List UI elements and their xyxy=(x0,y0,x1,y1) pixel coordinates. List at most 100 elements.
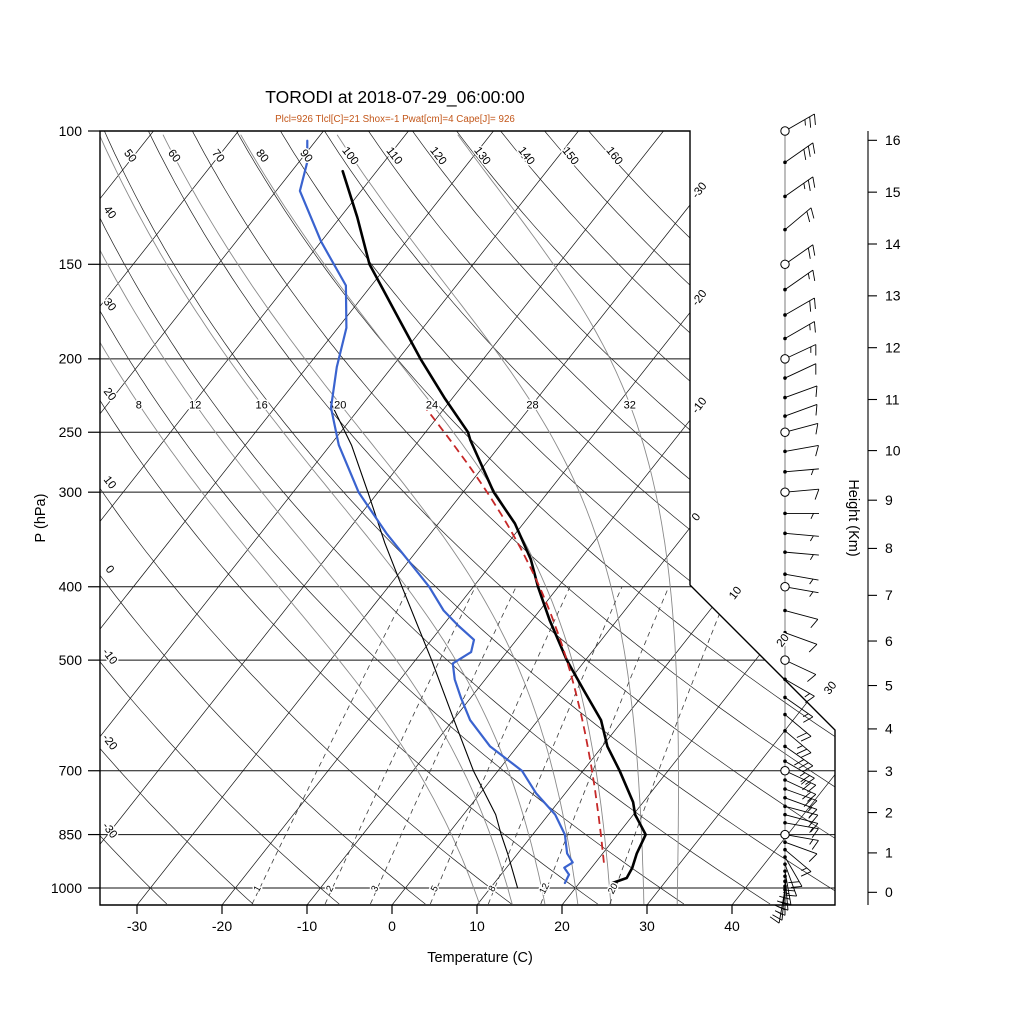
moist-adiabat-label: 16 xyxy=(256,399,268,411)
temperature-tick-label: 10 xyxy=(469,918,485,934)
wind-barb xyxy=(784,321,816,339)
dry-adiabat-label: 10 xyxy=(101,474,118,491)
wind-barb xyxy=(784,632,818,653)
mandatory-level-marker xyxy=(780,487,790,497)
height-tick-label: 3 xyxy=(885,763,893,779)
level-marker xyxy=(783,847,787,852)
chart-title: TORODI at 2018-07-29_06:00:00 xyxy=(265,87,525,108)
isotherm-label: 30 xyxy=(822,680,839,697)
wind-barb xyxy=(784,659,817,682)
pressure-tick-label: 400 xyxy=(59,579,83,595)
temperature-tick-label: 40 xyxy=(724,918,740,934)
moist-adiabat-label: 32 xyxy=(624,399,636,411)
moist-adiabat-label: 20 xyxy=(334,399,346,411)
level-marker xyxy=(783,712,787,717)
mandatory-level-marker xyxy=(780,354,790,364)
mixing-ratio-label: 5 xyxy=(429,884,441,894)
wind-barb xyxy=(784,760,815,785)
level-marker xyxy=(783,744,787,749)
temperature-tick-label: -10 xyxy=(297,918,317,934)
level-marker xyxy=(783,550,787,554)
wind-barb xyxy=(784,142,816,163)
wind-barb xyxy=(784,841,818,862)
level-marker xyxy=(783,869,787,873)
dry-adiabat-label: -10 xyxy=(100,646,120,666)
dry-adiabat-label: 130 xyxy=(471,145,492,168)
wind-barb xyxy=(784,678,815,703)
height-tick-label: 12 xyxy=(885,339,901,355)
isotherm-label: -20 xyxy=(690,288,710,308)
wind-barb xyxy=(772,886,786,921)
wetbulb-curve xyxy=(329,401,519,889)
height-tick-label: 6 xyxy=(885,633,893,649)
dry-adiabat-label: 160 xyxy=(603,145,624,168)
height-tick-label: 9 xyxy=(885,492,893,508)
height-tick-label: 5 xyxy=(885,677,893,693)
temperature-curve xyxy=(341,169,647,885)
wind-barb xyxy=(784,423,819,435)
wind-barb xyxy=(784,551,819,561)
background-grid xyxy=(99,130,836,906)
level-marker xyxy=(783,630,787,635)
dry-adiabat-label: 150 xyxy=(559,145,580,168)
pressure-tick-label: 300 xyxy=(59,484,83,500)
wind-barb xyxy=(784,697,814,723)
dry-adiabat-label: 110 xyxy=(384,145,405,167)
level-marker xyxy=(783,227,787,232)
moist-adiabat-label: 24 xyxy=(426,399,438,411)
temperature-tick-label: 30 xyxy=(639,918,655,934)
dry-adiabat-label: 0 xyxy=(103,564,116,576)
wind-barb xyxy=(784,468,819,476)
moist-adiabat-label: 8 xyxy=(136,399,142,411)
mandatory-level-marker xyxy=(780,427,790,437)
level-marker xyxy=(783,812,787,817)
level-marker xyxy=(783,778,787,782)
isotherm-label: -30 xyxy=(690,180,710,200)
wind-barb xyxy=(784,269,816,290)
pressure-tick-label: 700 xyxy=(59,763,83,779)
wind-barb xyxy=(785,512,819,520)
parcel-curve xyxy=(425,408,605,863)
level-marker xyxy=(783,879,787,884)
wind-barb xyxy=(784,770,817,793)
mixing-ratio-label: 1 xyxy=(252,884,264,894)
level-marker xyxy=(783,336,787,341)
moist-adiabat-lines xyxy=(100,134,679,905)
wind-barb xyxy=(784,344,817,360)
wind-barb xyxy=(784,730,812,758)
pressure-tick-label: 1000 xyxy=(51,880,82,896)
wind-barb xyxy=(784,573,819,585)
dry-adiabat-label: 120 xyxy=(427,145,448,168)
chart-subtitle: Plcl=926 Tlcl[C]=21 Shox=-1 Pwat[cm]=4 C… xyxy=(275,114,515,125)
wind-barb xyxy=(784,385,818,399)
wind-barb xyxy=(784,834,819,850)
level-marker xyxy=(783,840,787,845)
level-marker xyxy=(783,729,787,733)
wind-barb xyxy=(784,822,819,838)
mixing-ratio-label: 2 xyxy=(324,884,336,894)
wind-barb xyxy=(769,889,786,924)
sounding-curves xyxy=(298,139,647,889)
height-tick-label: 15 xyxy=(885,184,901,200)
dry-adiabat-label: 30 xyxy=(101,296,118,313)
wind-barb xyxy=(784,586,819,597)
wind-barb xyxy=(784,297,816,316)
height-tick-label: 11 xyxy=(885,391,900,407)
wind-barb xyxy=(784,244,816,265)
temperature-axis-label: Temperature (C) xyxy=(427,950,533,966)
pressure-tick-label: 850 xyxy=(59,826,83,842)
temperature-tick-label: 0 xyxy=(388,918,396,934)
moist-adiabat-label: 28 xyxy=(526,399,538,411)
height-tick-label: 13 xyxy=(885,288,901,304)
wind-barb xyxy=(784,532,819,542)
level-marker xyxy=(783,820,787,825)
wind-barb xyxy=(784,404,818,417)
level-marker xyxy=(783,855,787,859)
wind-barb xyxy=(784,363,817,379)
wind-barb xyxy=(784,714,812,742)
height-tick-label: 1 xyxy=(885,845,893,861)
dry-adiabat-label: 20 xyxy=(101,386,118,403)
height-tick-label: 0 xyxy=(885,884,893,900)
clipped-grid xyxy=(100,131,835,905)
